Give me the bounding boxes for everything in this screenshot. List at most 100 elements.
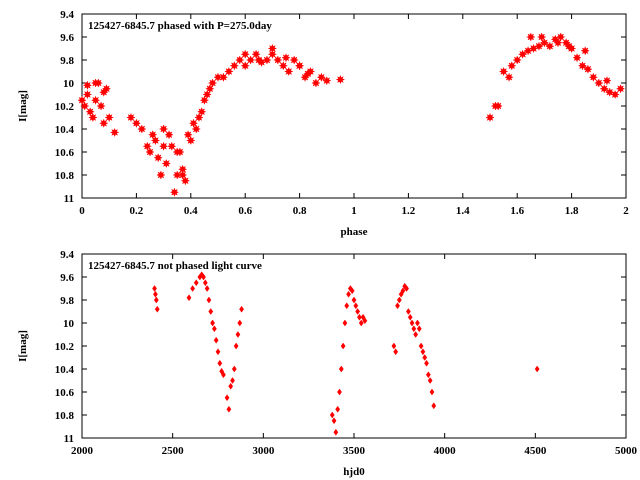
x-tick-label: 1.8 <box>565 205 579 217</box>
x-tick-label: 0 <box>79 205 85 217</box>
x-tick-label: 1 <box>351 205 357 217</box>
data-point <box>152 285 157 292</box>
data-point <box>180 176 191 186</box>
y-tick-label: 10 <box>63 318 75 330</box>
data-point <box>594 78 604 88</box>
data-point <box>422 354 428 361</box>
data-point <box>194 112 204 123</box>
y-tick-label: 9.4 <box>60 9 74 21</box>
data-point <box>158 124 169 134</box>
data-point <box>335 405 341 413</box>
data-point <box>577 61 588 71</box>
x-tick-label: 3500 <box>343 445 366 457</box>
data-point <box>289 55 299 65</box>
data-point <box>362 317 368 325</box>
data-point <box>493 101 503 111</box>
data-point <box>229 61 240 71</box>
data-point <box>409 319 415 327</box>
data-point <box>267 49 278 59</box>
data-point <box>599 84 609 94</box>
data-point <box>329 411 335 419</box>
y-tick-label: 10 <box>63 78 75 90</box>
data-point <box>90 78 101 88</box>
data-point <box>405 308 411 315</box>
data-point <box>281 52 291 63</box>
x-tick-label: 5000 <box>615 445 638 457</box>
data-point <box>335 74 346 85</box>
data-point <box>400 287 406 295</box>
data-point <box>131 118 142 128</box>
data-point <box>415 319 420 327</box>
data-point <box>224 394 230 402</box>
x-tick-label: 4000 <box>434 445 457 457</box>
data-point <box>213 336 219 344</box>
data-point <box>186 294 192 302</box>
data-point <box>534 41 544 51</box>
data-point <box>539 38 550 48</box>
data-point <box>357 313 362 321</box>
data-point <box>99 118 109 128</box>
data-point <box>183 130 193 140</box>
data-point <box>158 141 169 151</box>
plot-title: 125427-6845.7 phased with P=275.0day <box>88 20 272 32</box>
data-point <box>177 170 188 180</box>
data-point <box>391 342 397 350</box>
data-point <box>316 72 327 82</box>
data-point <box>273 55 283 65</box>
data-point <box>507 61 517 71</box>
y-tick-label: 9.8 <box>60 295 74 307</box>
data-point <box>164 130 174 140</box>
x-tick-label: 2000 <box>71 445 94 457</box>
data-point <box>485 112 495 123</box>
data-point <box>504 72 514 82</box>
data-point <box>172 147 182 157</box>
y-tick-label: 11 <box>64 433 74 445</box>
data-point <box>205 84 215 94</box>
data-point <box>251 49 261 59</box>
data-point <box>218 72 229 82</box>
y-tick-label: 10.2 <box>55 341 75 353</box>
data-point <box>207 78 218 88</box>
data-point <box>233 342 239 350</box>
data-point <box>418 342 424 350</box>
data-point <box>221 371 226 379</box>
y-tick-label: 10.8 <box>55 410 75 422</box>
data-point <box>416 325 422 333</box>
data-point <box>555 32 566 42</box>
data-point <box>126 112 136 123</box>
data-point <box>213 72 223 82</box>
data-point <box>145 147 155 157</box>
data-point <box>534 365 540 373</box>
data-point <box>186 135 196 146</box>
plot-title: 125427-6845.7 not phased light curve <box>88 260 262 272</box>
data-point <box>431 402 437 410</box>
data-point <box>427 377 433 384</box>
data-point <box>104 112 114 123</box>
data-point <box>206 296 212 304</box>
data-point <box>153 153 163 163</box>
data-point <box>344 302 350 310</box>
data-point <box>602 75 612 86</box>
data-point <box>615 84 626 94</box>
x-axis-label: hjd0 <box>343 466 365 478</box>
data-point <box>424 359 429 367</box>
data-point <box>498 66 509 77</box>
data-point <box>262 55 272 65</box>
data-point <box>137 124 147 134</box>
data-point <box>283 66 294 77</box>
y-tick-label: 10.2 <box>55 101 75 113</box>
data-point <box>333 428 339 436</box>
data-point <box>188 118 199 128</box>
y-tick-label: 9.4 <box>60 249 74 261</box>
data-point <box>150 135 161 146</box>
y-tick-label: 9.8 <box>60 55 74 67</box>
data-point <box>167 141 177 151</box>
data-point <box>85 107 95 117</box>
data-point <box>342 319 348 327</box>
data-point <box>331 417 337 425</box>
data-point <box>190 285 196 292</box>
data-point <box>224 66 234 77</box>
data-point <box>142 141 153 151</box>
data-point <box>77 95 87 105</box>
